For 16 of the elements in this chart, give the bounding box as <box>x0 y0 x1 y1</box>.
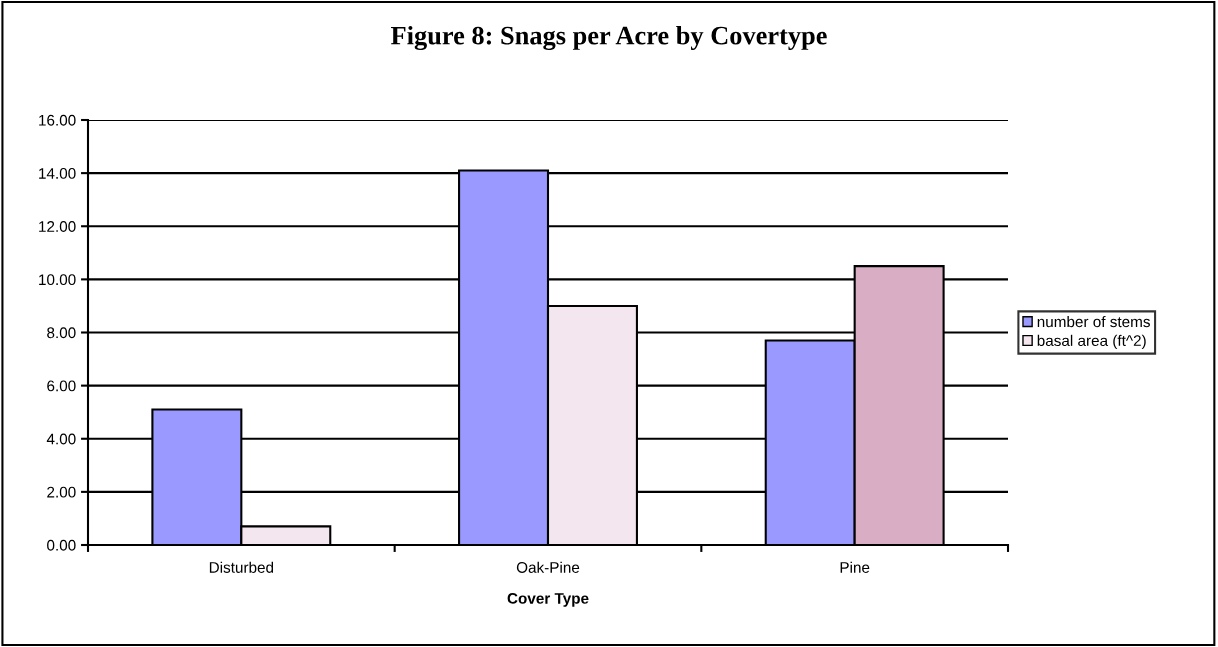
y-tick-label: 14.00 <box>39 167 76 179</box>
y-tick-label: 6.00 <box>47 380 76 392</box>
y-tick-label: 16.00 <box>39 114 76 126</box>
x-axis-title: Cover Type <box>507 592 589 607</box>
y-tick-label: 10.00 <box>39 274 76 286</box>
y-tick-label: 8.00 <box>47 327 76 339</box>
y-tick-label: 12.00 <box>39 221 76 232</box>
x-tick-label: Pine <box>840 561 870 573</box>
x-tick-label: Disturbed <box>209 561 274 573</box>
y-tick-label: 0.00 <box>47 539 76 551</box>
y-tick-label: 2.00 <box>47 486 76 498</box>
legend-label: basal area (ft^2) <box>1037 334 1146 350</box>
legend-label: number of stems <box>1037 315 1150 328</box>
chart-title: Figure 8: Snags per Acre by Covertype <box>391 25 827 51</box>
x-tick-label: Oak-Pine <box>516 561 580 573</box>
y-tick-label: 4.00 <box>46 433 76 445</box>
